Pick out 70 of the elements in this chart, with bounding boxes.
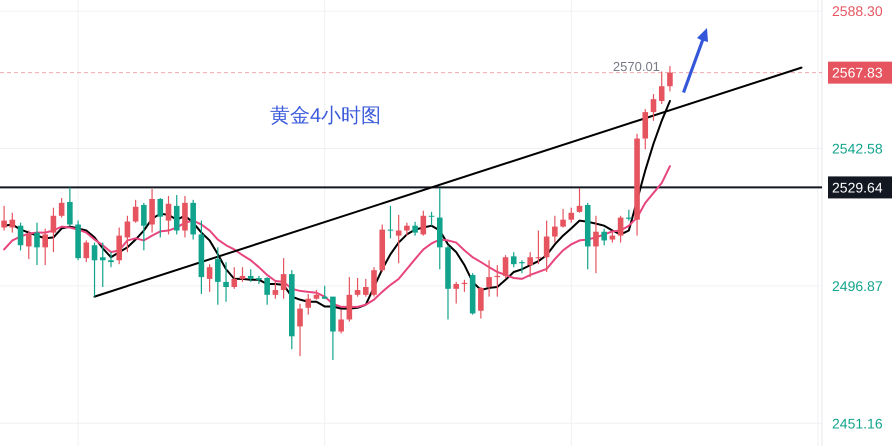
annotation: 黄金4小时图 — [270, 105, 382, 127]
ytick: 2451.16 — [832, 415, 883, 432]
candlestick — [322, 285, 328, 300]
candlestick — [626, 209, 632, 222]
candlestick — [338, 309, 344, 334]
candlestick — [248, 268, 254, 283]
candlestick — [1, 205, 7, 232]
candlestick — [124, 215, 130, 253]
candlestick — [667, 65, 673, 92]
candlestick — [231, 266, 238, 290]
candlestick — [388, 205, 394, 239]
candlestick — [305, 293, 312, 316]
candlestick — [404, 222, 410, 236]
candlestick — [510, 252, 517, 268]
line-series — [3, 165, 671, 308]
candlestick — [26, 230, 32, 260]
candlestick — [576, 188, 582, 214]
candlestick — [215, 246, 221, 306]
candlestick — [67, 186, 73, 226]
candlestick — [536, 230, 542, 265]
candlestick — [18, 222, 24, 251]
candlestick — [314, 289, 320, 300]
candlestick — [478, 286, 484, 320]
ytick: 2588.30 — [832, 3, 883, 20]
ref-line-label: 2529.64 — [832, 179, 883, 196]
candlestick — [157, 197, 164, 238]
candlestick — [141, 202, 147, 251]
candlestick — [486, 260, 492, 298]
candlestick — [428, 211, 434, 226]
candlestick — [84, 240, 90, 263]
candlestick — [453, 281, 460, 304]
candlestick — [601, 228, 607, 246]
candlestick — [100, 242, 106, 288]
candlestick — [132, 199, 138, 224]
candlestick — [42, 228, 48, 266]
candlestick — [264, 276, 270, 306]
candlestick — [362, 278, 369, 298]
candlestick — [10, 212, 16, 234]
candlestick — [618, 215, 624, 244]
candlestick — [206, 264, 212, 292]
candlestick — [223, 261, 229, 302]
candlestick — [658, 70, 665, 105]
ytick: 2542.58 — [832, 140, 883, 157]
candlestick — [552, 215, 558, 244]
candlestick — [568, 207, 574, 224]
candlestick — [272, 281, 278, 300]
candlestick — [502, 254, 508, 279]
candlestick — [354, 277, 360, 298]
ytick: 2496.87 — [832, 278, 883, 294]
candlestick — [650, 93, 656, 122]
candlestick — [108, 252, 114, 268]
candlestick — [280, 258, 286, 300]
candlestick — [560, 208, 566, 228]
candlestick — [297, 303, 303, 357]
annotation: 2570.01 — [612, 59, 660, 74]
candlestick — [610, 232, 616, 244]
candlestick — [593, 215, 599, 274]
candlestick — [92, 242, 98, 298]
candlestick — [412, 221, 418, 236]
candlestick — [420, 210, 426, 236]
candlestick — [396, 214, 402, 264]
candlestick — [50, 207, 56, 253]
candlestick — [240, 266, 246, 283]
candlestick — [519, 260, 525, 274]
candlestick — [544, 220, 550, 273]
candlestick — [527, 252, 533, 278]
candlestick — [58, 197, 64, 218]
candlestick — [34, 222, 40, 266]
ref-line-label: 2567.83 — [832, 64, 883, 81]
candlestick — [166, 195, 172, 236]
